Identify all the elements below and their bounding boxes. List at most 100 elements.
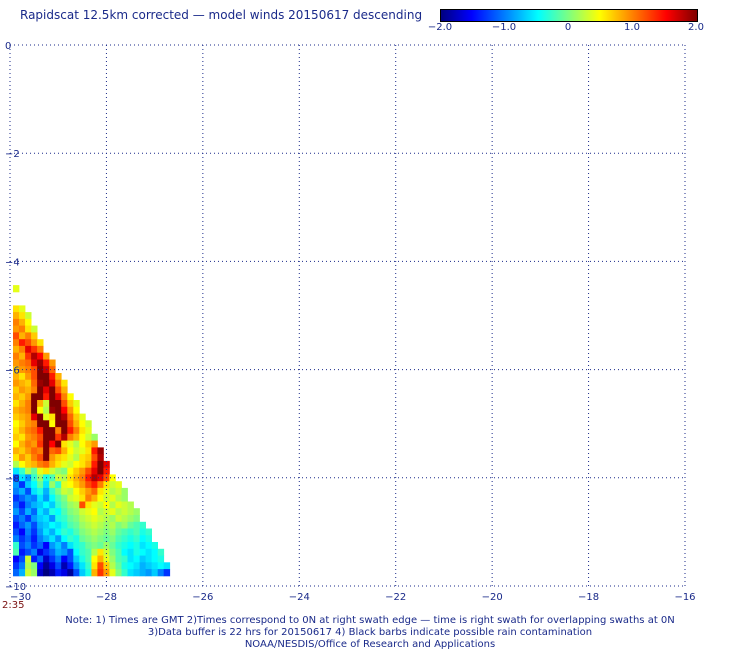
heatmap-cell (19, 528, 26, 536)
heatmap-cell (85, 481, 92, 489)
heatmap-cell (73, 474, 80, 482)
colorbar-label: −2.0 (427, 22, 453, 33)
heatmap-cell (31, 339, 38, 347)
colorbar-label: 1.0 (624, 22, 640, 33)
heatmap-cell (91, 555, 98, 563)
heatmap-cell (85, 501, 92, 509)
x-tick-label: −24 (289, 592, 310, 603)
heatmap-cell (25, 501, 32, 509)
heatmap-cell (49, 569, 56, 577)
heatmap-cells (13, 285, 171, 577)
heatmap-cell (37, 339, 44, 347)
heatmap-cell (109, 569, 116, 577)
heatmap-cell (49, 393, 56, 401)
heatmap-cell (79, 420, 86, 428)
heatmap-cell (73, 515, 80, 523)
heatmap-cell (79, 433, 86, 441)
heatmap-cell (67, 400, 74, 408)
heatmap-cell (97, 447, 104, 455)
heatmap-cell (55, 542, 62, 550)
heatmap-cell (67, 521, 74, 529)
heatmap-cell (73, 427, 80, 435)
heatmap-cell (25, 548, 32, 556)
heatmap-cell (67, 542, 74, 550)
heatmap-cell (145, 569, 152, 577)
heatmap-cell (67, 433, 74, 441)
heatmap-cell (67, 460, 74, 469)
heatmap-cell (13, 285, 20, 293)
heatmap-cell (31, 393, 38, 401)
heatmap-cell (79, 413, 86, 421)
heatmap-cell (49, 521, 56, 529)
heatmap-cell (13, 332, 20, 340)
heatmap-cell (13, 406, 20, 414)
heatmap-cell (25, 379, 32, 387)
heatmap-cell (121, 515, 128, 523)
heatmap-cell (67, 528, 74, 536)
heatmap-cell (79, 562, 86, 570)
heatmap-cell (55, 433, 62, 441)
x-tick-label: −22 (385, 592, 406, 603)
heatmap-cell (79, 535, 86, 543)
heatmap-cell (43, 494, 50, 502)
heatmap-cell (13, 515, 20, 523)
heatmap-cell (25, 420, 32, 428)
heatmap-cell (43, 386, 50, 394)
heatmap-cell (115, 562, 122, 570)
heatmap-cell (151, 555, 158, 563)
heatmap-cell (19, 393, 26, 401)
heatmap-cell (19, 318, 26, 327)
heatmap-cell (49, 474, 56, 482)
heatmap-cell (73, 454, 80, 462)
heatmap-cell (37, 528, 44, 536)
heatmap-cell (55, 487, 62, 496)
heatmap-cell (31, 528, 38, 536)
heatmap-cell (139, 555, 146, 563)
heatmap-cell (91, 440, 98, 448)
heatmap-cell (103, 555, 110, 563)
heatmap-cell (43, 548, 50, 556)
heatmap-cell (43, 569, 50, 577)
heatmap-cell (43, 460, 50, 469)
heatmap-cell (31, 406, 38, 414)
heatmap-cell (79, 515, 86, 523)
heatmap-cell (67, 555, 74, 563)
heatmap-cell (97, 548, 104, 556)
heatmap-cell (25, 359, 32, 367)
chart-title: Rapidscat 12.5km corrected — model winds… (20, 8, 423, 22)
heatmap-cell (55, 481, 62, 489)
heatmap-cell (139, 569, 146, 577)
heatmap-cell (25, 535, 32, 543)
heatmap-cell (37, 515, 44, 523)
heatmap-cell (67, 508, 74, 516)
heatmap-cell (127, 535, 134, 543)
heatmap-cell (19, 487, 26, 496)
heatmap-cell (67, 487, 74, 496)
heatmap-cell (109, 515, 116, 523)
heatmap-cell (43, 562, 50, 570)
heatmap-cell (25, 528, 32, 536)
heatmap-cell (13, 366, 20, 374)
heatmap-cell (43, 508, 50, 516)
y-tick-label: −4 (5, 257, 20, 268)
heatmap-cell (25, 339, 32, 347)
heatmap-cell (127, 562, 134, 570)
heatmap-cell (31, 433, 38, 441)
heatmap-cell (79, 528, 86, 536)
heatmap-cell (19, 339, 26, 347)
heatmap-cell (79, 494, 86, 502)
heatmap-cell (13, 447, 20, 455)
heatmap-cell (19, 447, 26, 455)
colorbar-label: −1.0 (491, 22, 517, 33)
heatmap-cell (109, 508, 116, 516)
heatmap-cell (97, 521, 104, 529)
heatmap-cell (31, 325, 38, 333)
heatmap-cell (13, 481, 20, 489)
heatmap-cell (157, 548, 165, 556)
heatmap-cell (79, 481, 86, 489)
heatmap-cell (31, 460, 38, 469)
x-tick-label: −16 (674, 592, 695, 603)
heatmap-cell (139, 542, 146, 550)
heatmap-cell (145, 548, 152, 556)
heatmap-cell (61, 508, 68, 516)
